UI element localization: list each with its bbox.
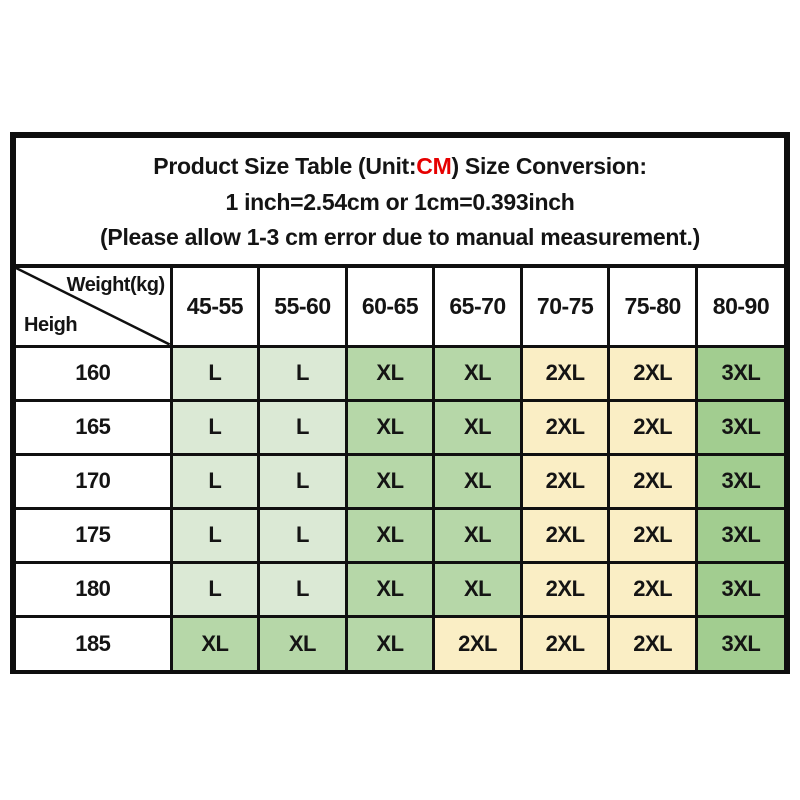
size-table: Weight(kg) Heigh 45-55 55-60 60-65 65-70 70-… <box>16 264 784 670</box>
size-value: 3XL <box>694 344 784 402</box>
height-axis-label: Heigh <box>24 313 78 336</box>
size-value: 2XL <box>607 560 698 618</box>
size-value: L <box>257 506 348 564</box>
size-value: L <box>257 344 348 402</box>
size-value: 2XL <box>432 614 523 670</box>
weight-range-header: 45-55 <box>169 264 261 348</box>
title-block: Product Size Table (Unit:CM) Size Conver… <box>16 138 784 264</box>
size-value: L <box>169 452 261 510</box>
size-value: XL <box>257 614 348 670</box>
table-row: 175 L L XL XL 2XL 2XL 3XL <box>16 506 784 564</box>
diagonal-divider <box>16 268 170 345</box>
table-row: 160 L L XL XL 2XL 2XL 3XL <box>16 344 784 402</box>
size-value: 3XL <box>694 614 784 670</box>
size-table-body: 160 L L XL XL 2XL 2XL 3XL 165 L L XL XL 2XL 2XL 3XL 170 L… <box>16 344 784 670</box>
size-value: XL <box>344 560 436 618</box>
height-value: 185 <box>16 614 173 670</box>
table-row: 170 L L XL XL 2XL 2XL 3XL <box>16 452 784 510</box>
size-value: L <box>257 560 348 618</box>
size-value: 2XL <box>607 344 698 402</box>
size-value: XL <box>432 344 523 402</box>
weight-range-header: 70-75 <box>519 264 611 348</box>
size-value: 3XL <box>694 452 784 510</box>
size-value: 2XL <box>519 398 611 456</box>
size-value: 2XL <box>519 560 611 618</box>
height-value: 170 <box>16 452 173 510</box>
height-value: 180 <box>16 560 173 618</box>
height-value: 175 <box>16 506 173 564</box>
size-value: XL <box>432 398 523 456</box>
size-value: L <box>257 452 348 510</box>
weight-range-header: 55-60 <box>257 264 348 348</box>
unit-cm-label: CM <box>416 152 452 179</box>
size-value: L <box>169 506 261 564</box>
table-row: 180 L L XL XL 2XL 2XL 3XL <box>16 560 784 618</box>
corner-cell: Weight(kg) Heigh <box>16 264 173 348</box>
size-value: L <box>169 398 261 456</box>
table-row: 165 L L XL XL 2XL 2XL 3XL <box>16 398 784 456</box>
conversion-line: 1 inch=2.54cm or 1cm=0.393inch <box>225 188 575 215</box>
weight-range-header: 75-80 <box>607 264 698 348</box>
size-value: L <box>257 398 348 456</box>
size-value: 2XL <box>607 398 698 456</box>
weight-range-header: 80-90 <box>694 264 784 348</box>
title-line-1: Product Size Table (Unit:CM) Size Conver… <box>153 152 647 179</box>
size-value: 2XL <box>607 614 698 670</box>
size-value: XL <box>432 506 523 564</box>
weight-range-header: 60-65 <box>344 264 436 348</box>
height-value: 165 <box>16 398 173 456</box>
size-value: 3XL <box>694 398 784 456</box>
size-value: 2XL <box>519 344 611 402</box>
height-value: 160 <box>16 344 173 402</box>
weight-range-header: 65-70 <box>432 264 523 348</box>
size-chart-frame: Product Size Table (Unit:CM) Size Conver… <box>10 132 790 674</box>
size-value: XL <box>344 506 436 564</box>
size-table-header: Weight(kg) Heigh 45-55 55-60 60-65 65-70 70-… <box>16 264 784 348</box>
size-value: XL <box>432 560 523 618</box>
size-value: XL <box>344 344 436 402</box>
size-value: XL <box>344 614 436 670</box>
size-value: XL <box>344 452 436 510</box>
size-value: XL <box>344 398 436 456</box>
header-row: Weight(kg) Heigh 45-55 55-60 60-65 65-70 70-… <box>16 264 784 348</box>
size-value: 3XL <box>694 506 784 564</box>
size-value: L <box>169 344 261 402</box>
size-value: L <box>169 560 261 618</box>
title-line-1-prefix: Product Size Table (Unit: <box>153 152 417 179</box>
measurement-note-line: (Please allow 1-3 cm error due to manual… <box>100 224 700 251</box>
size-value: XL <box>169 614 261 670</box>
size-value: 2XL <box>519 506 611 564</box>
size-value: 2XL <box>519 452 611 510</box>
size-value: 3XL <box>694 560 784 618</box>
size-value: XL <box>432 452 523 510</box>
weight-axis-label: Weight(kg) <box>66 274 165 296</box>
size-value: 2XL <box>607 506 698 564</box>
table-row: 185 XL XL XL 2XL 2XL 2XL 3XL <box>16 614 784 670</box>
title-line-1-suffix: ) Size Conversion: <box>451 152 647 179</box>
size-value: 2XL <box>519 614 611 670</box>
size-value: 2XL <box>607 452 698 510</box>
